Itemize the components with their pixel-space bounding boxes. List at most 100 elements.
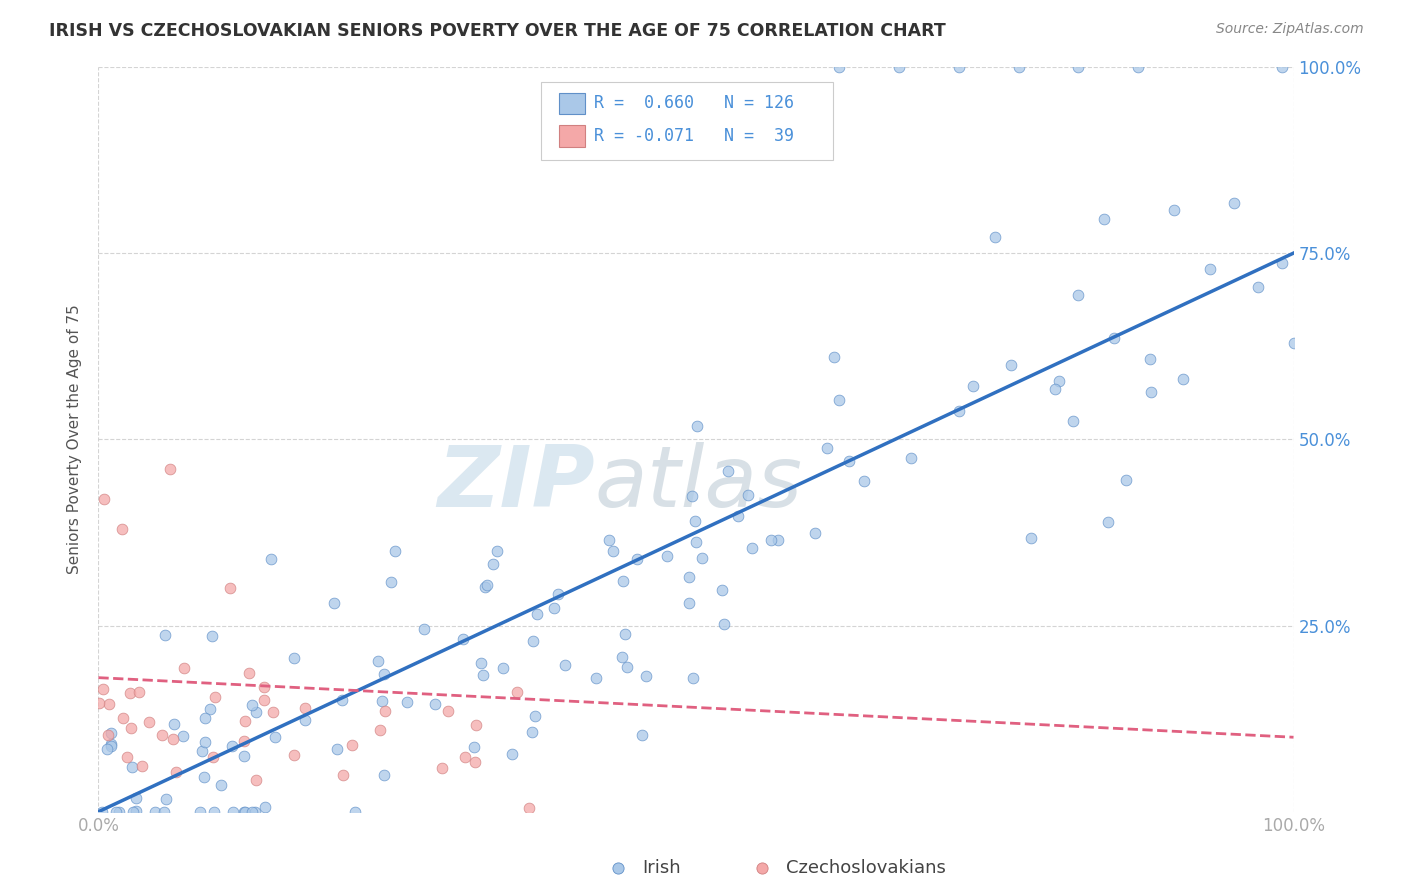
Point: [108, 805, 131, 819]
Point: [159, 462, 181, 476]
Point: [194, 711, 217, 725]
Point: [598, 533, 620, 548]
Point: [471, 668, 494, 682]
Point: [717, 464, 740, 478]
Point: [209, 778, 232, 792]
Point: [294, 701, 316, 715]
FancyBboxPatch shape: [558, 93, 585, 114]
Point: [131, 759, 153, 773]
Point: [201, 749, 224, 764]
Point: [1128, 60, 1150, 74]
Point: [173, 661, 195, 675]
Point: [264, 730, 287, 744]
Point: [262, 705, 284, 719]
Point: [198, 702, 221, 716]
Point: [121, 760, 143, 774]
Point: [368, 723, 391, 737]
Point: [232, 805, 254, 819]
Point: [823, 350, 845, 364]
Point: [585, 671, 607, 685]
Point: [87, 696, 110, 710]
Text: atlas: atlas: [595, 442, 803, 525]
Point: [128, 685, 150, 699]
Point: [425, 697, 447, 711]
Point: [526, 607, 548, 621]
Point: [686, 418, 709, 433]
Point: [451, 632, 474, 647]
Y-axis label: Seniors Poverty Over the Age of 75: Seniors Poverty Over the Age of 75: [67, 304, 83, 574]
Point: [492, 660, 515, 674]
Point: [163, 716, 186, 731]
Point: [547, 587, 569, 601]
Point: [240, 698, 263, 712]
Point: [1139, 351, 1161, 366]
Point: [233, 749, 256, 764]
Point: [607, 861, 630, 875]
Point: [153, 805, 176, 819]
Text: R = -0.071   N =  39: R = -0.071 N = 39: [595, 127, 794, 145]
Point: [1067, 60, 1090, 74]
Point: [692, 551, 714, 566]
Point: [506, 685, 529, 699]
Point: [1173, 372, 1195, 386]
Point: [283, 748, 305, 763]
Point: [344, 805, 367, 819]
Point: [486, 544, 509, 558]
Point: [188, 805, 211, 819]
Point: [710, 582, 733, 597]
Point: [245, 773, 267, 788]
Point: [219, 582, 242, 596]
Point: [165, 765, 187, 780]
Point: [173, 729, 195, 743]
Point: [150, 728, 173, 742]
Point: [630, 728, 652, 742]
Point: [96, 741, 118, 756]
Text: ZIP: ZIP: [437, 442, 595, 525]
Point: [1000, 358, 1022, 372]
Point: [430, 761, 453, 775]
Point: [828, 392, 851, 407]
Point: [900, 450, 922, 465]
Point: [1062, 414, 1084, 428]
Point: [828, 60, 851, 74]
Point: [97, 697, 120, 711]
Point: [396, 695, 419, 709]
Point: [222, 805, 245, 819]
Point: [454, 749, 477, 764]
Point: [463, 739, 485, 754]
Point: [245, 705, 267, 719]
Point: [191, 744, 214, 758]
Point: [323, 596, 346, 610]
Point: [437, 705, 460, 719]
Point: [155, 792, 177, 806]
Point: [804, 525, 827, 540]
Point: [1043, 382, 1066, 396]
Point: [162, 732, 184, 747]
FancyBboxPatch shape: [558, 125, 585, 146]
Point: [118, 686, 141, 700]
Point: [1104, 331, 1126, 345]
Point: [97, 728, 120, 742]
Point: [1271, 60, 1294, 74]
Point: [204, 690, 226, 704]
Point: [283, 651, 305, 665]
Point: [889, 60, 911, 74]
Point: [1092, 212, 1115, 227]
Point: [253, 681, 276, 695]
Point: [1247, 279, 1270, 293]
Point: [853, 474, 876, 488]
Point: [380, 575, 402, 590]
Point: [737, 488, 759, 502]
Point: [93, 491, 115, 506]
Point: [474, 580, 496, 594]
Point: [201, 629, 224, 643]
Point: [100, 739, 122, 753]
Point: [294, 713, 316, 727]
Point: [330, 692, 353, 706]
Text: IRISH VS CZECHOSLOVAKIAN SENIORS POVERTY OVER THE AGE OF 75 CORRELATION CHART: IRISH VS CZECHOSLOVAKIAN SENIORS POVERTY…: [49, 22, 946, 40]
Point: [412, 622, 434, 636]
Point: [984, 230, 1007, 244]
Point: [153, 628, 176, 642]
Point: [340, 738, 363, 752]
Point: [254, 800, 277, 814]
